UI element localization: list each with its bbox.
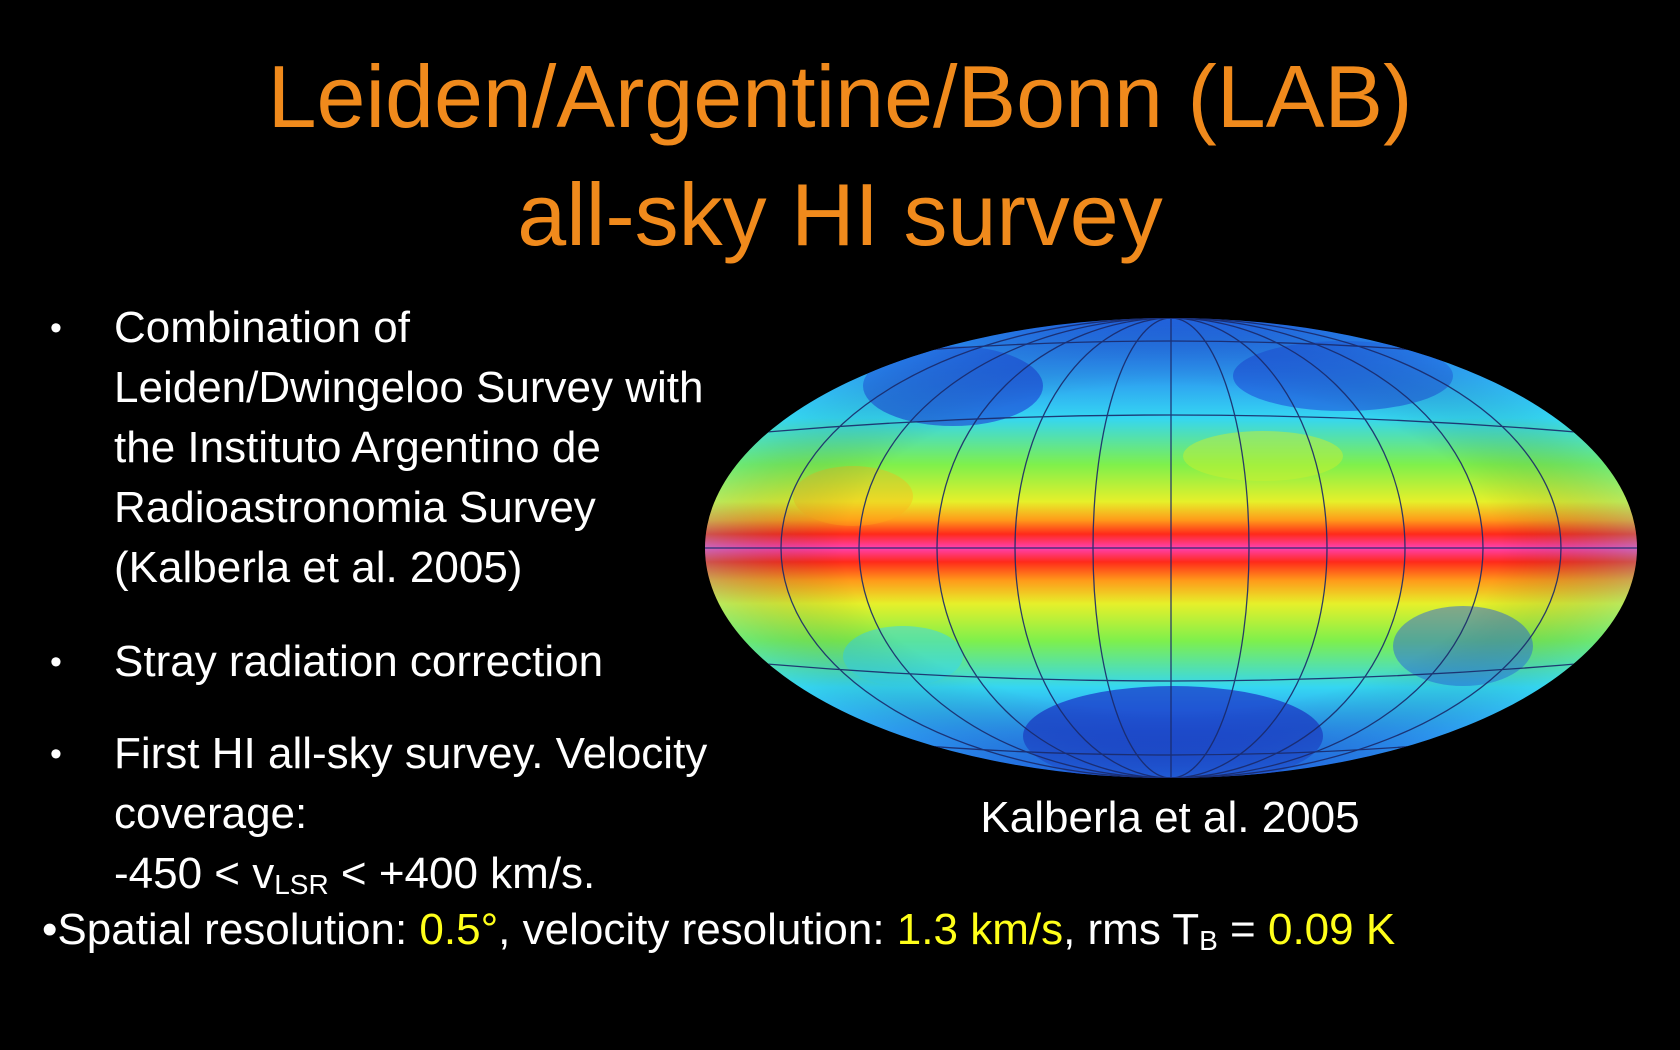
image-caption: Kalberla et al. 2005 xyxy=(980,793,1360,842)
bullet-dot: • xyxy=(50,643,62,681)
bullet-list: • Combination of Leiden/Dwingeloo Survey… xyxy=(50,298,710,915)
bullet-text: Stray radiation correction xyxy=(114,637,604,686)
hi-sky-map-image xyxy=(705,318,1637,778)
velocity-resolution-value: 1.3 km/s xyxy=(896,905,1064,954)
bullet-dot: • xyxy=(50,309,62,347)
survey-specs: •Spatial resolution: 0.5°, velocity reso… xyxy=(42,900,1662,971)
spatial-resolution-value: 0.5° xyxy=(419,905,499,954)
slide-title: Leiden/Argentine/Bonn (LAB) all-sky HI s… xyxy=(0,38,1680,274)
bullet-dot: • xyxy=(50,735,62,773)
spatial-resolution-label: Spatial resolution: xyxy=(57,905,420,954)
bullet-item: • First HI all-sky survey. Velocity cove… xyxy=(50,724,710,915)
bullet-item: • Stray radiation correction xyxy=(50,632,710,692)
title-line-2: all-sky HI survey xyxy=(517,165,1163,264)
bullet-item: • Combination of Leiden/Dwingeloo Survey… xyxy=(50,298,710,598)
rms-value: 0.09 K xyxy=(1267,905,1396,954)
velocity-resolution-label: , velocity resolution: xyxy=(498,905,897,954)
rms-label-subscript: B xyxy=(1199,925,1218,956)
bullet-text: First HI all-sky survey. Velocity covera… xyxy=(114,729,708,838)
rms-label: , rms T xyxy=(1063,905,1200,954)
velocity-range: -450 < vLSR < +400 km/s. xyxy=(114,849,596,900)
bullet-text: Combination of Leiden/Dwingeloo Survey w… xyxy=(114,303,704,592)
equals-sign: = xyxy=(1217,905,1268,954)
title-line-1: Leiden/Argentine/Bonn (LAB) xyxy=(267,47,1413,146)
bullet-dot: • xyxy=(42,905,58,954)
